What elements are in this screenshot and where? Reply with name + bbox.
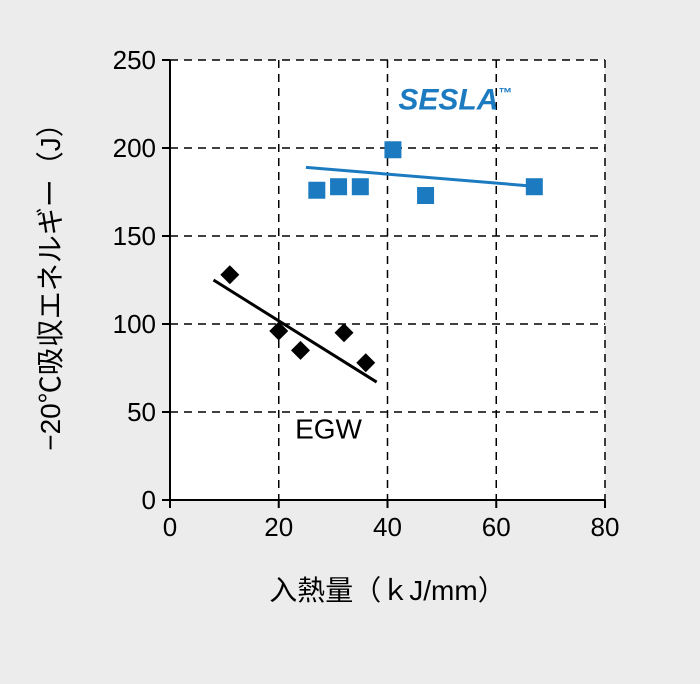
data-point [384,141,401,158]
y-axis-title: −20℃吸収エネルギー（J） [35,109,66,451]
plot-background [170,60,605,500]
y-tick-label: 250 [113,45,156,75]
energy-chart: 0 20 40 60 80 0 50 100 150 200 250 EGW SESLA™ 入熱量（… [0,0,700,684]
y-tick-label: 0 [142,485,156,515]
y-tick-label: 100 [113,309,156,339]
data-point [352,178,369,195]
y-tick-label: 50 [127,397,156,427]
data-point [526,178,543,195]
x-ticks: 0 20 40 60 80 [163,500,620,542]
x-tick-label: 60 [482,512,511,542]
sesla-label: SESLA™ [398,83,512,116]
y-tick-label: 200 [113,133,156,163]
data-point [330,178,347,195]
data-point [417,187,434,204]
x-tick-label: 20 [264,512,293,542]
x-tick-label: 80 [591,512,620,542]
egw-label: EGW [295,413,362,444]
y-tick-label: 150 [113,221,156,251]
x-axis-title: 入熱量（ｋJ/mm） [269,575,505,606]
x-tick-label: 40 [373,512,402,542]
x-tick-label: 0 [163,512,177,542]
data-point [308,182,325,199]
y-ticks: 0 50 100 150 200 250 [113,45,170,515]
